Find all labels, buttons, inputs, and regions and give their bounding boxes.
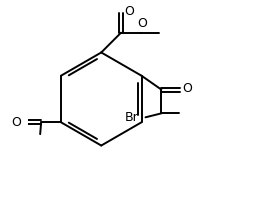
Text: O: O (182, 82, 192, 95)
Text: O: O (11, 116, 21, 129)
Text: O: O (137, 17, 147, 30)
Text: Br: Br (125, 111, 139, 124)
Text: O: O (124, 5, 134, 18)
